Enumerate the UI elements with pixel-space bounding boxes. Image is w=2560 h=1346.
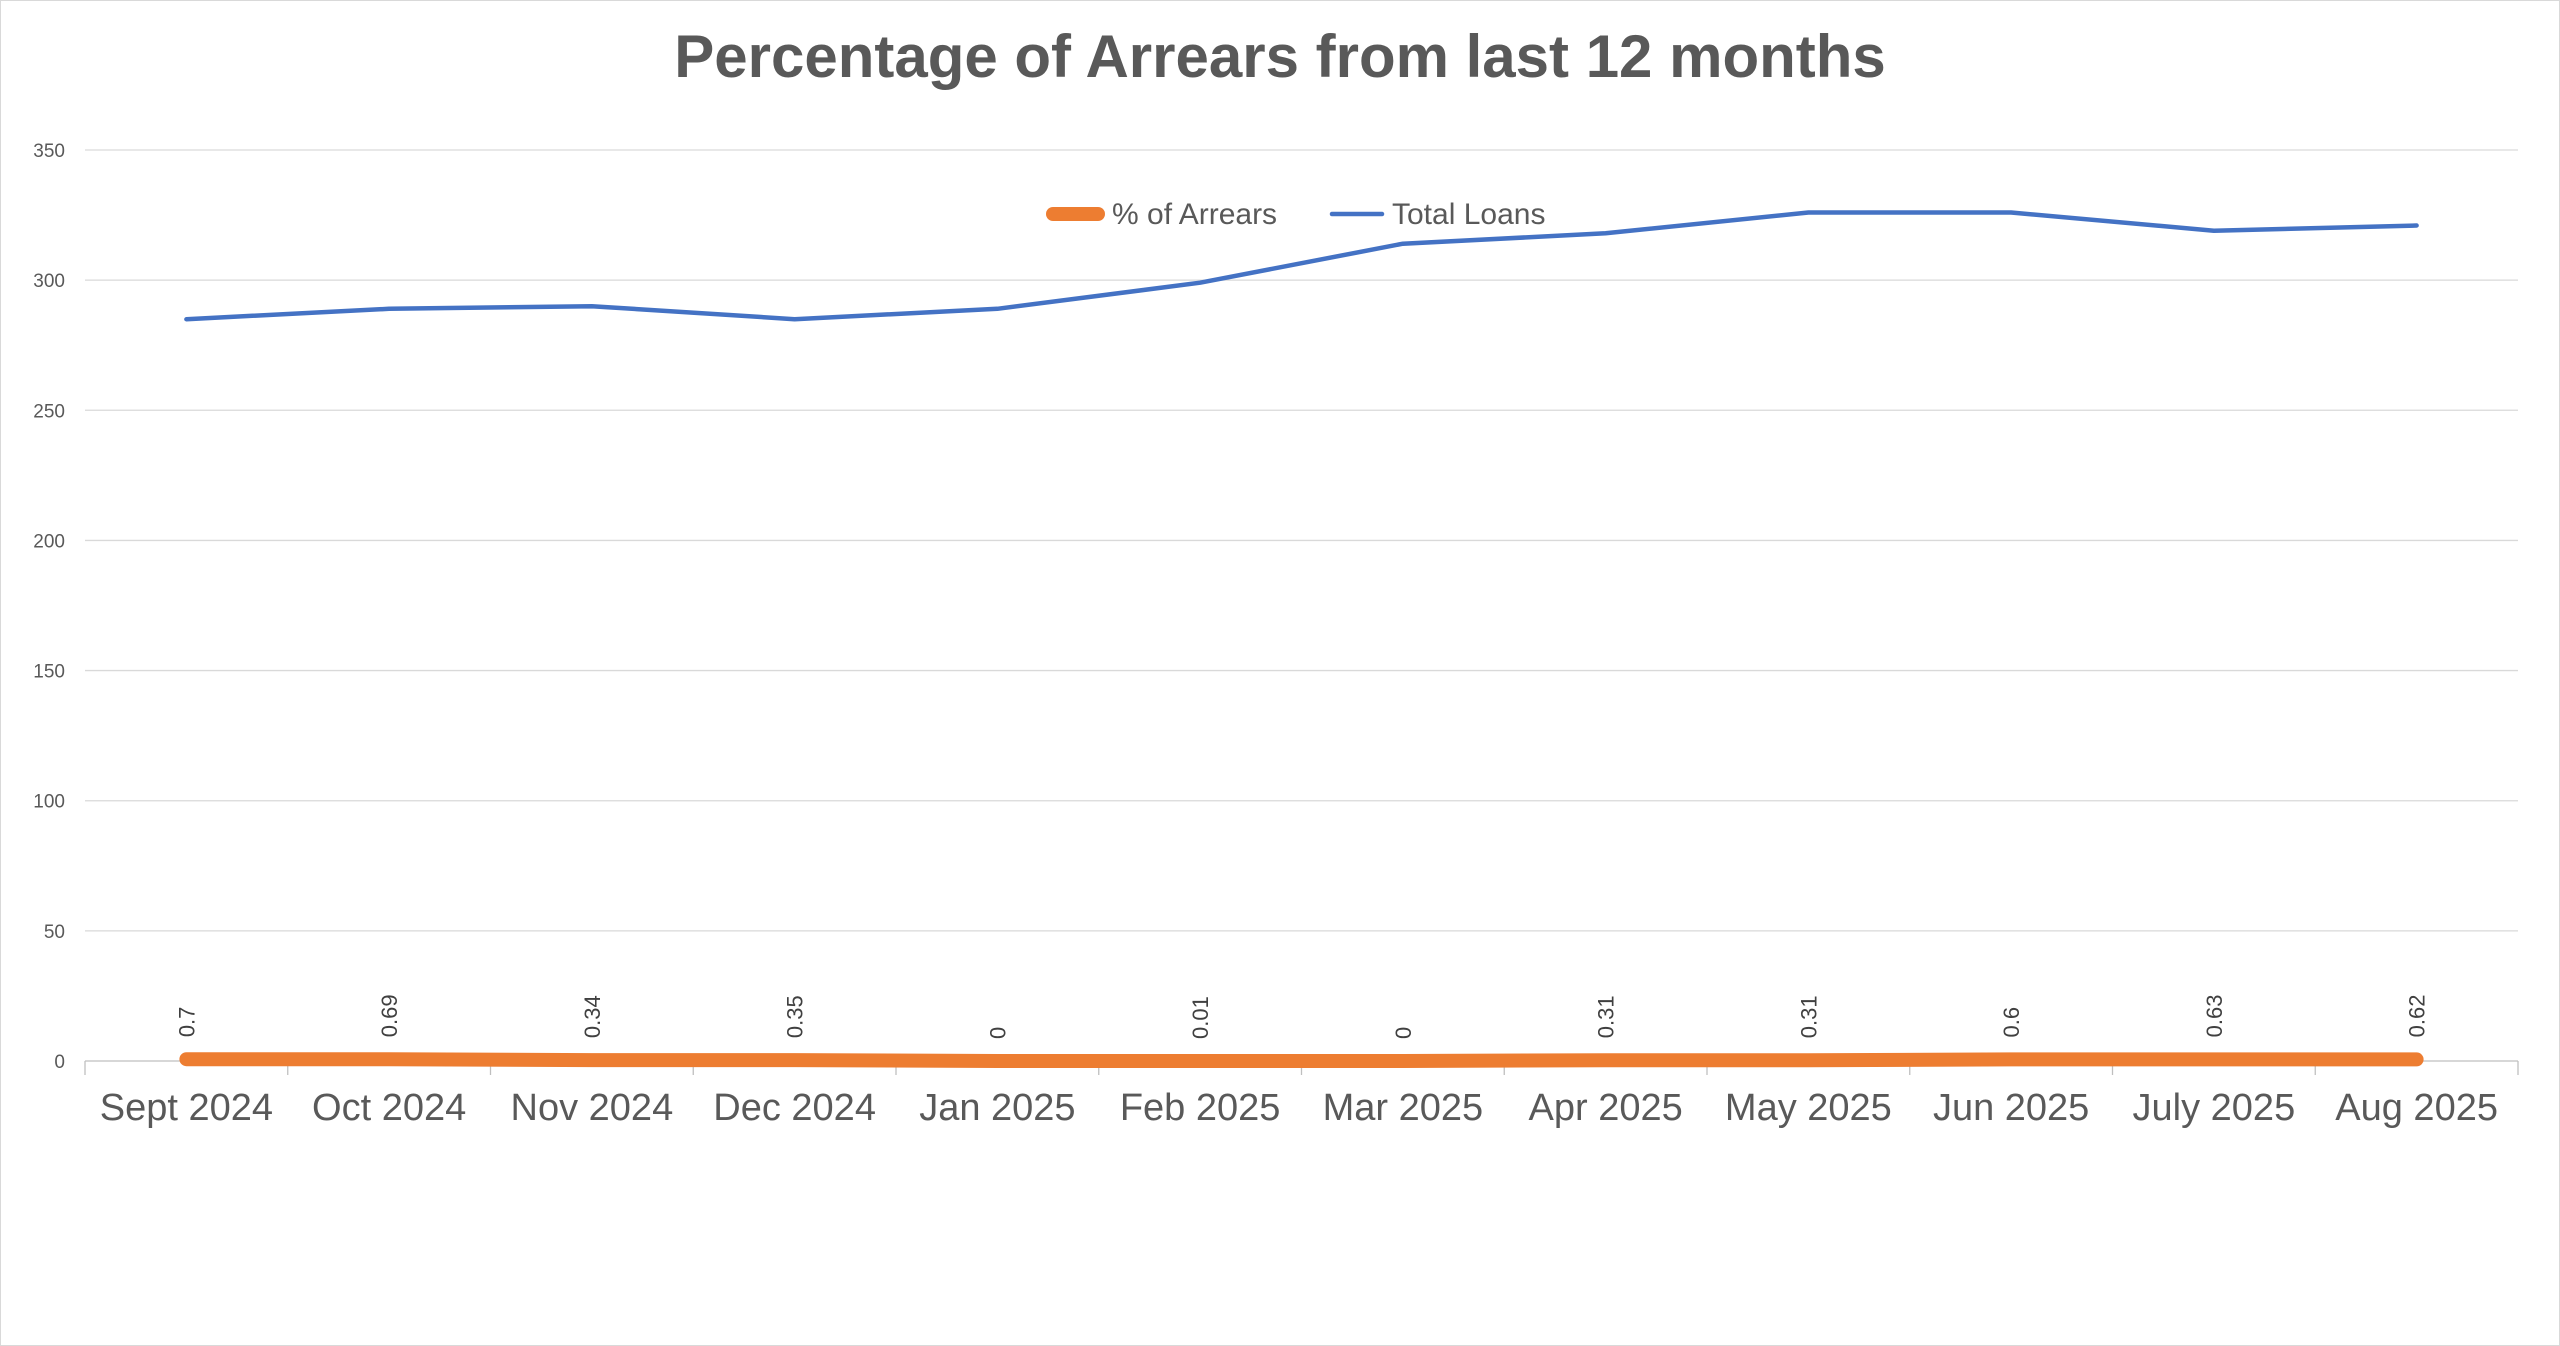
y-tick-label: 300 [33, 271, 65, 292]
y-tick-label: 0 [54, 1052, 65, 1073]
series-line-total-loans [184, 210, 2419, 322]
y-tick-label: 50 [44, 922, 65, 943]
chart-title: Percentage of Arrears from last 12 month… [674, 23, 1886, 90]
data-label: 0.7 [174, 1007, 199, 1038]
x-tick-label: Nov 2024 [511, 1087, 674, 1129]
y-tick-label: 350 [33, 141, 65, 162]
x-tick-label: Feb 2025 [1120, 1087, 1281, 1129]
x-tick-label: Sept 2024 [100, 1087, 273, 1129]
y-tick-label: 250 [33, 401, 65, 422]
data-label: 0 [1391, 1027, 1416, 1039]
data-label: 0.34 [580, 995, 605, 1038]
x-tick-label: Dec 2024 [713, 1087, 876, 1129]
data-label: 0.6 [1999, 1007, 2024, 1038]
y-tick-label: 200 [33, 531, 65, 552]
data-label: 0.31 [1796, 995, 1821, 1038]
x-tick-label: Mar 2025 [1323, 1087, 1484, 1129]
legend-label-total-loans: Total Loans [1392, 198, 1545, 231]
legend-label-arrears: % of Arrears [1112, 198, 1277, 231]
x-tick-label: Jun 2025 [1933, 1087, 2089, 1129]
series-line-arrears [179, 1052, 2424, 1068]
x-tick-label: Aug 2025 [2335, 1087, 2498, 1129]
data-label: 0.35 [783, 995, 808, 1038]
data-label: 0.69 [377, 994, 402, 1037]
x-tick-label: July 2025 [2133, 1087, 2296, 1129]
x-tick-label: Apr 2025 [1529, 1087, 1683, 1129]
y-tick-label: 100 [33, 792, 65, 813]
data-label: 0.01 [1188, 996, 1213, 1039]
data-label: 0.62 [2405, 995, 2430, 1038]
data-label: 0.63 [2202, 995, 2227, 1038]
x-tick-label: May 2025 [1725, 1087, 1892, 1129]
x-tick-label: Jan 2025 [919, 1087, 1075, 1129]
y-tick-label: 150 [33, 662, 65, 683]
x-tick-label: Oct 2024 [312, 1087, 466, 1129]
data-label: 0.31 [1594, 995, 1619, 1038]
data-label: 0 [985, 1027, 1010, 1039]
